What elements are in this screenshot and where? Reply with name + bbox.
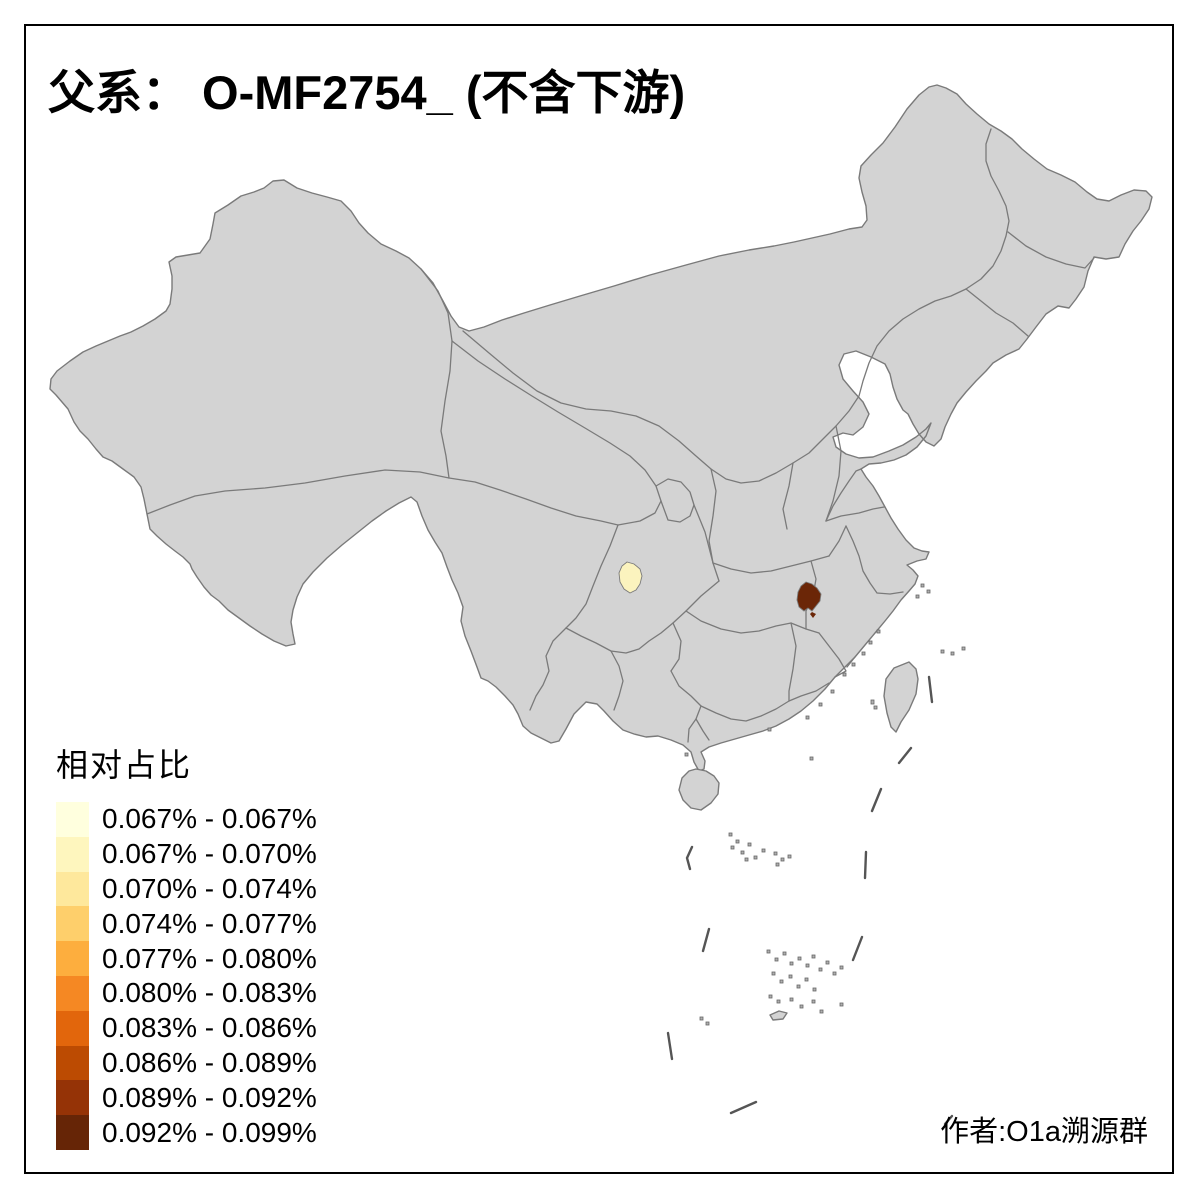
legend-label: 0.067% - 0.070% — [102, 838, 317, 870]
highlighted-regions — [618, 561, 822, 618]
legend-item: 0.070% - 0.074% — [56, 871, 317, 907]
plot-frame — [24, 24, 1174, 1174]
legend-swatch — [56, 1045, 89, 1081]
legend-item: 0.067% - 0.067% — [56, 802, 317, 837]
map-title: 父系： O-MF2754_ (不含下游) — [48, 66, 686, 119]
mainland — [49, 84, 1153, 772]
legend-swatch — [56, 906, 89, 942]
region-max-value — [796, 581, 822, 612]
legend: 相对占比 0.067% - 0.067% 0.067% - 0.070% 0.070… — [56, 747, 317, 1150]
legend-swatch — [56, 941, 89, 976]
legend-item: 0.077% - 0.080% — [56, 941, 317, 976]
legend-label: 0.070% - 0.074% — [102, 872, 317, 904]
island-specks — [684, 583, 966, 1026]
legend-swatch — [56, 802, 89, 837]
legend-swatch — [56, 1080, 89, 1116]
legend-item: 0.067% - 0.070% — [56, 836, 317, 872]
legend-rows: 0.067% - 0.067% 0.067% - 0.070% 0.070% - 0… — [56, 802, 317, 1150]
province-borders — [146, 128, 1095, 743]
legend-swatch — [56, 1115, 89, 1150]
attribution: 作者:O1a溯源群 — [940, 1116, 1148, 1148]
spratly-islet — [769, 1010, 788, 1021]
legend-label: 0.080% - 0.083% — [102, 977, 317, 1009]
legend-item: 0.086% - 0.089% — [56, 1045, 317, 1081]
legend-label: 0.077% - 0.080% — [102, 942, 317, 974]
legend-item: 0.089% - 0.092% — [56, 1080, 317, 1116]
legend-item: 0.083% - 0.086% — [56, 1010, 317, 1046]
islands — [678, 661, 919, 1021]
hainan-island — [678, 768, 720, 811]
legend-item: 0.080% - 0.083% — [56, 975, 317, 1011]
legend-title: 相对占比 — [56, 747, 193, 783]
legend-label: 0.067% - 0.067% — [102, 803, 317, 835]
legend-label: 0.074% - 0.077% — [102, 907, 317, 939]
legend-label: 0.086% - 0.089% — [102, 1046, 317, 1078]
region-max-fragment — [810, 612, 816, 618]
region-min-value — [618, 561, 643, 594]
nine-dash-line — [666, 675, 954, 1126]
legend-item: 0.092% - 0.099% — [56, 1115, 317, 1150]
mainland-outline — [49, 84, 1153, 772]
legend-swatch — [56, 1010, 89, 1046]
taiwan-island — [883, 661, 919, 733]
legend-swatch — [56, 836, 89, 872]
legend-label: 0.089% - 0.092% — [102, 1081, 317, 1113]
legend-swatch — [56, 871, 89, 907]
legend-label: 0.083% - 0.086% — [102, 1012, 317, 1044]
legend-label: 0.092% - 0.099% — [102, 1116, 317, 1148]
legend-swatch — [56, 975, 89, 1011]
legend-item: 0.074% - 0.077% — [56, 906, 317, 942]
